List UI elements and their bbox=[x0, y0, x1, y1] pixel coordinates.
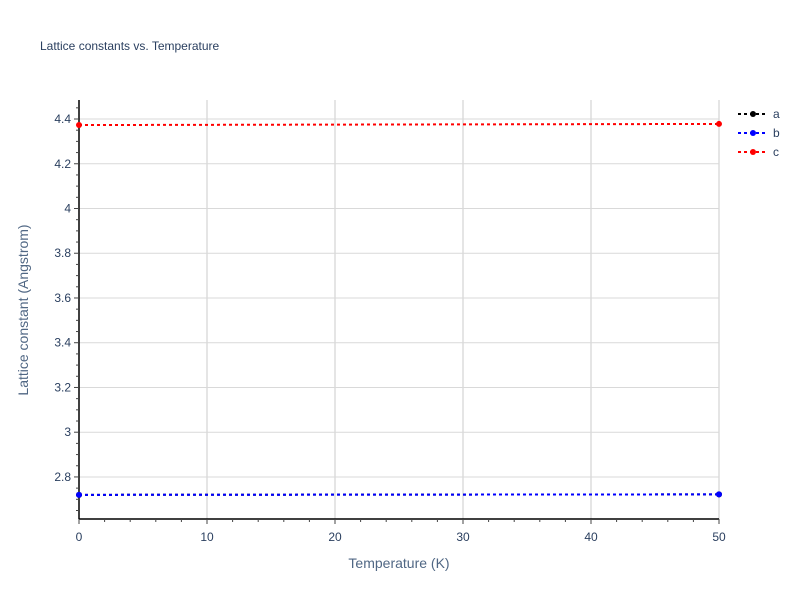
y-tick-label: 3.8 bbox=[54, 246, 71, 260]
y-tick-label: 4.2 bbox=[54, 157, 71, 171]
grid bbox=[79, 100, 719, 519]
series-line-c bbox=[79, 124, 719, 125]
legend-marker-c[interactable] bbox=[750, 149, 756, 155]
data-point-c bbox=[716, 121, 722, 127]
legend-label-a[interactable]: a bbox=[773, 107, 780, 121]
x-tick-label: 40 bbox=[584, 530, 598, 544]
y-tick-label: 3.4 bbox=[54, 336, 71, 350]
data-point-c bbox=[76, 122, 82, 128]
x-tick-label: 30 bbox=[456, 530, 470, 544]
data-point-b bbox=[716, 491, 722, 497]
chart-title: Lattice constants vs. Temperature bbox=[40, 39, 220, 53]
data-point-b bbox=[76, 492, 82, 498]
x-axis-label: Temperature (K) bbox=[348, 555, 449, 571]
x-tick-label: 10 bbox=[200, 530, 214, 544]
y-tick-label: 3.6 bbox=[54, 291, 71, 305]
y-tick-label: 3.2 bbox=[54, 380, 71, 394]
legend-marker-b[interactable] bbox=[750, 130, 756, 136]
legend-label-b[interactable]: b bbox=[773, 126, 780, 140]
x-tick-label: 50 bbox=[712, 530, 726, 544]
y-tick-label: 4.4 bbox=[54, 112, 71, 126]
x-tick-label: 0 bbox=[76, 530, 83, 544]
x-tick-label: 20 bbox=[328, 530, 342, 544]
legend[interactable]: abc bbox=[738, 107, 780, 159]
y-tick-label: 3 bbox=[64, 425, 71, 439]
legend-label-c[interactable]: c bbox=[773, 145, 779, 159]
y-tick-label: 4 bbox=[64, 201, 71, 215]
legend-marker-a[interactable] bbox=[750, 111, 756, 117]
y-axis-label: Lattice constant (Angstrom) bbox=[15, 224, 31, 395]
series-group bbox=[76, 121, 722, 498]
y-tick-label: 2.8 bbox=[54, 470, 71, 484]
